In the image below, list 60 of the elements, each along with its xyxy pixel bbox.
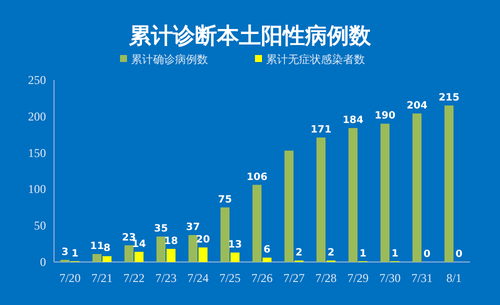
x-tick-label: 7/29: [347, 271, 369, 285]
data-label: 8: [104, 243, 111, 254]
x-tick-label: 7/23: [155, 271, 177, 285]
data-label: 35: [154, 224, 168, 235]
x-tick-label: 7/28: [315, 271, 337, 285]
data-label: 0: [424, 249, 431, 260]
bar: [412, 113, 422, 262]
data-label: 106: [246, 172, 268, 183]
bar: [380, 124, 390, 262]
bar: [348, 128, 358, 262]
x-tick-label: 8/1: [446, 271, 462, 285]
bar: [220, 207, 230, 262]
y-tick-label: 250: [28, 73, 46, 87]
x-tick-label: 7/25: [219, 271, 241, 285]
bar: [230, 252, 240, 262]
y-tick-label: 200: [28, 109, 46, 124]
data-label: 11: [90, 240, 104, 252]
bar: [284, 150, 294, 262]
y-tick-label: 50: [34, 218, 46, 233]
data-label: 3: [62, 246, 69, 258]
bar: [252, 184, 262, 262]
bar: [262, 258, 272, 262]
data-label: 2: [328, 248, 335, 259]
data-label: 184: [342, 115, 364, 126]
bar: [444, 105, 454, 262]
legend-label: 累计无症状感染者数: [266, 53, 365, 66]
data-label: 204: [406, 100, 428, 112]
data-label: 75: [218, 194, 232, 206]
x-tick-label: 7/30: [379, 271, 401, 285]
data-label: 1: [360, 248, 367, 260]
x-tick-label: 7/24: [187, 271, 209, 285]
data-label: 1: [392, 248, 399, 260]
bar: [124, 245, 134, 262]
x-tick-label: 7/21: [91, 271, 113, 285]
x-tick-label: 7/26: [251, 271, 273, 285]
data-label: 6: [264, 244, 271, 256]
y-tick-label: 150: [28, 146, 46, 160]
chart-title: 累计诊断本土阳性病例数: [128, 24, 372, 49]
x-tick-label: 7/31: [411, 271, 433, 285]
data-label: 2: [296, 248, 303, 259]
data-label: 171: [310, 124, 332, 136]
bar: [166, 248, 176, 262]
bar: [316, 138, 326, 262]
data-label: 0: [456, 249, 463, 260]
data-label: 190: [374, 110, 396, 122]
x-tick-label: 7/27: [283, 271, 305, 285]
data-label: 37: [186, 222, 200, 234]
legend-label: 累计确诊病例数: [131, 53, 208, 66]
x-tick-label: 7/22: [123, 271, 145, 285]
x-tick-label: 7/20: [59, 271, 81, 285]
bar: [134, 252, 144, 262]
data-label: 1: [72, 248, 79, 260]
y-tick-label: 0: [40, 255, 46, 269]
bar: [156, 236, 166, 262]
y-tick-label: 100: [28, 182, 46, 196]
bar: [198, 247, 208, 262]
data-label: 215: [438, 92, 460, 104]
bar: [188, 235, 198, 262]
bar: [92, 254, 102, 262]
bar: [102, 256, 112, 262]
